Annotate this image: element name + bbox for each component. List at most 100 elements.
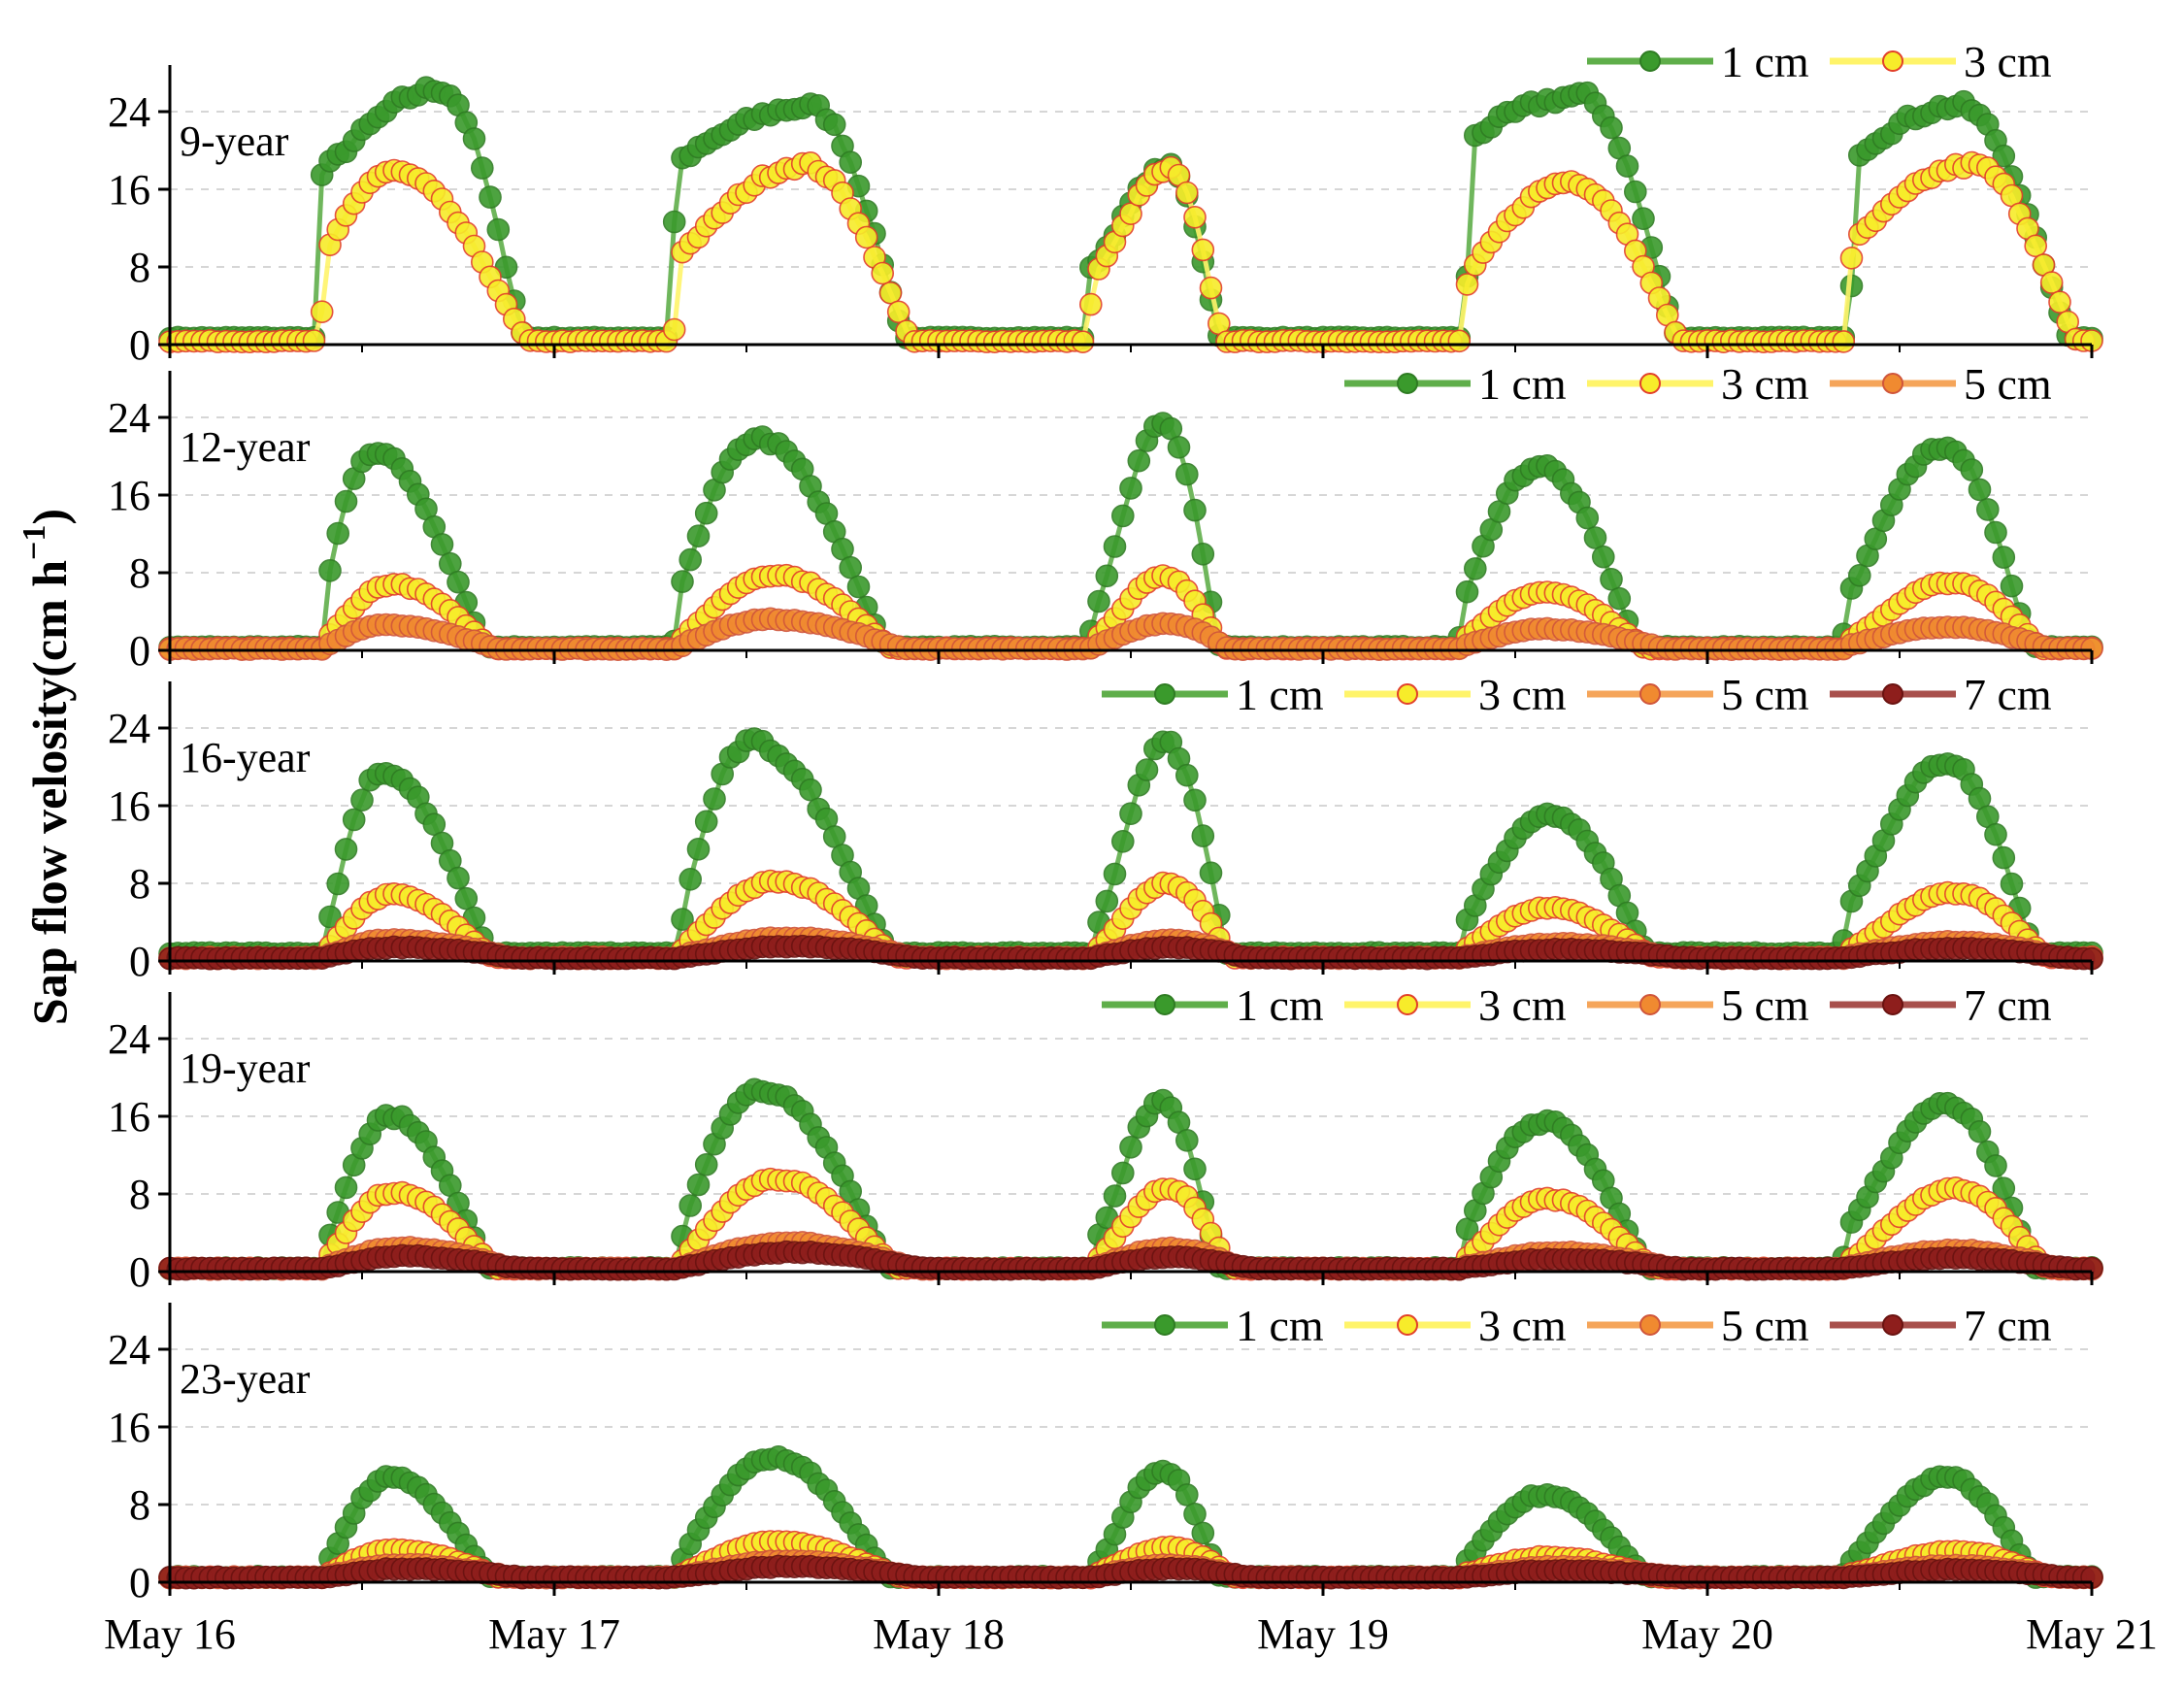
y-tick-label: 8 bbox=[129, 1171, 150, 1218]
data-point bbox=[1191, 238, 1215, 262]
data-point bbox=[2000, 574, 2024, 598]
series-7cm-16-year bbox=[158, 934, 2103, 971]
data-point bbox=[671, 570, 694, 593]
x-tick-label: May 20 bbox=[1641, 1610, 1773, 1658]
panel-label: 23-year bbox=[180, 1355, 311, 1403]
data-point bbox=[694, 810, 718, 834]
y-tick-label: 0 bbox=[129, 321, 150, 369]
y-axis-title-close: ) bbox=[22, 509, 77, 525]
panel-label: 9-year bbox=[180, 117, 289, 165]
data-point bbox=[1079, 292, 1103, 316]
data-point bbox=[1191, 824, 1215, 847]
y-axis-title-text: Sap flow velosity(cm h−1) bbox=[17, 509, 77, 1025]
y-tick-label: 8 bbox=[129, 244, 150, 291]
y-tick-label: 16 bbox=[108, 472, 150, 519]
y-axis-title-main: Sap flow velosity(cm h bbox=[22, 560, 77, 1025]
legend-label: 3 cm bbox=[1721, 359, 1809, 409]
data-point bbox=[1191, 1521, 1215, 1545]
data-point bbox=[1119, 1136, 1142, 1159]
y-axis-title: Sap flow velosity(cm h−1) bbox=[17, 509, 77, 1025]
data-point bbox=[462, 127, 486, 150]
data-point bbox=[326, 872, 350, 896]
data-point bbox=[878, 281, 903, 305]
panel-label: 19-year bbox=[180, 1044, 311, 1092]
data-point bbox=[326, 521, 350, 546]
legend-swatch-marker bbox=[1639, 373, 1661, 394]
legend-item-5cm: 5 cm bbox=[1587, 670, 1809, 719]
y-tick-label: 24 bbox=[108, 394, 150, 442]
data-point bbox=[1183, 788, 1207, 812]
data-point bbox=[1191, 542, 1215, 566]
data-point bbox=[1632, 207, 1655, 230]
data-point bbox=[1992, 144, 2016, 168]
data-point bbox=[662, 210, 686, 234]
data-point bbox=[678, 867, 703, 891]
data-point bbox=[1175, 181, 1199, 205]
x-tick-label: May 17 bbox=[488, 1610, 620, 1658]
data-point bbox=[694, 501, 718, 525]
data-point bbox=[703, 787, 726, 811]
data-point bbox=[871, 261, 895, 285]
legend-item-7cm: 7 cm bbox=[1830, 670, 2052, 719]
legend-swatch-marker bbox=[1882, 1314, 1903, 1336]
data-point bbox=[1447, 329, 1472, 353]
legend-label: 3 cm bbox=[1478, 1301, 1567, 1350]
data-point bbox=[1127, 448, 1151, 473]
y-tick-label: 8 bbox=[129, 1481, 150, 1529]
y-tick-label: 0 bbox=[129, 627, 150, 675]
data-point bbox=[2024, 234, 2047, 258]
legend-item-5cm: 5 cm bbox=[1587, 1301, 1809, 1350]
data-point bbox=[1984, 1154, 2007, 1177]
data-point bbox=[454, 886, 479, 911]
legend-label: 1 cm bbox=[1236, 1301, 1324, 1350]
legend-swatch-marker bbox=[1397, 1314, 1418, 1336]
legend-item-1cm: 1 cm bbox=[1102, 670, 1324, 719]
data-point bbox=[799, 778, 822, 802]
data-point bbox=[1111, 504, 1135, 528]
data-point bbox=[302, 329, 326, 352]
legend-swatch-marker bbox=[1397, 994, 1418, 1015]
legend-item-1cm: 1 cm bbox=[1102, 980, 1324, 1030]
panel-label: 16-year bbox=[180, 734, 311, 781]
data-point bbox=[447, 866, 470, 890]
legend-item-3cm: 3 cm bbox=[1344, 1301, 1567, 1350]
data-point bbox=[1199, 276, 1223, 300]
legend-item-3cm: 3 cm bbox=[1344, 670, 1567, 719]
data-point bbox=[1175, 462, 1199, 486]
data-point bbox=[1976, 498, 2000, 521]
legend-swatch-marker bbox=[1154, 683, 1175, 705]
legend-item-3cm: 3 cm bbox=[1587, 359, 1809, 409]
data-point bbox=[1455, 580, 1479, 604]
legend-item-7cm: 7 cm bbox=[1830, 980, 2052, 1030]
data-point bbox=[694, 1153, 718, 1176]
y-tick-label: 0 bbox=[129, 938, 150, 985]
data-point bbox=[854, 225, 878, 249]
data-point bbox=[318, 905, 342, 929]
legend-swatch-marker bbox=[1882, 683, 1903, 705]
data-point bbox=[2039, 271, 2064, 294]
y-tick-label: 16 bbox=[108, 782, 150, 830]
data-point bbox=[1095, 889, 1119, 913]
x-tick-label: May 19 bbox=[1257, 1610, 1389, 1658]
x-tick-label: May 16 bbox=[104, 1610, 236, 1658]
legend-label: 5 cm bbox=[1721, 670, 1809, 719]
data-point bbox=[1167, 435, 1191, 459]
data-point bbox=[1992, 546, 2016, 569]
data-point bbox=[350, 788, 374, 812]
data-point bbox=[1135, 758, 1159, 781]
panel-12-year: 0 8 16 24 12-year 1 cm 3 cm 5 cm bbox=[108, 359, 2103, 675]
legend-swatch-marker bbox=[1639, 683, 1661, 705]
legend-swatch-marker bbox=[1882, 373, 1903, 394]
legend-label: 5 cm bbox=[1964, 359, 2052, 409]
data-point bbox=[1103, 535, 1127, 558]
legend-label: 3 cm bbox=[1964, 37, 2052, 86]
legend-item-5cm: 5 cm bbox=[1830, 359, 2052, 409]
data-point bbox=[479, 185, 502, 209]
data-point bbox=[1624, 180, 1647, 204]
data-point bbox=[1183, 1503, 1207, 1526]
legend-label: 1 cm bbox=[1721, 37, 1809, 86]
data-point bbox=[1199, 861, 1223, 885]
y-tick-label: 8 bbox=[129, 549, 150, 597]
